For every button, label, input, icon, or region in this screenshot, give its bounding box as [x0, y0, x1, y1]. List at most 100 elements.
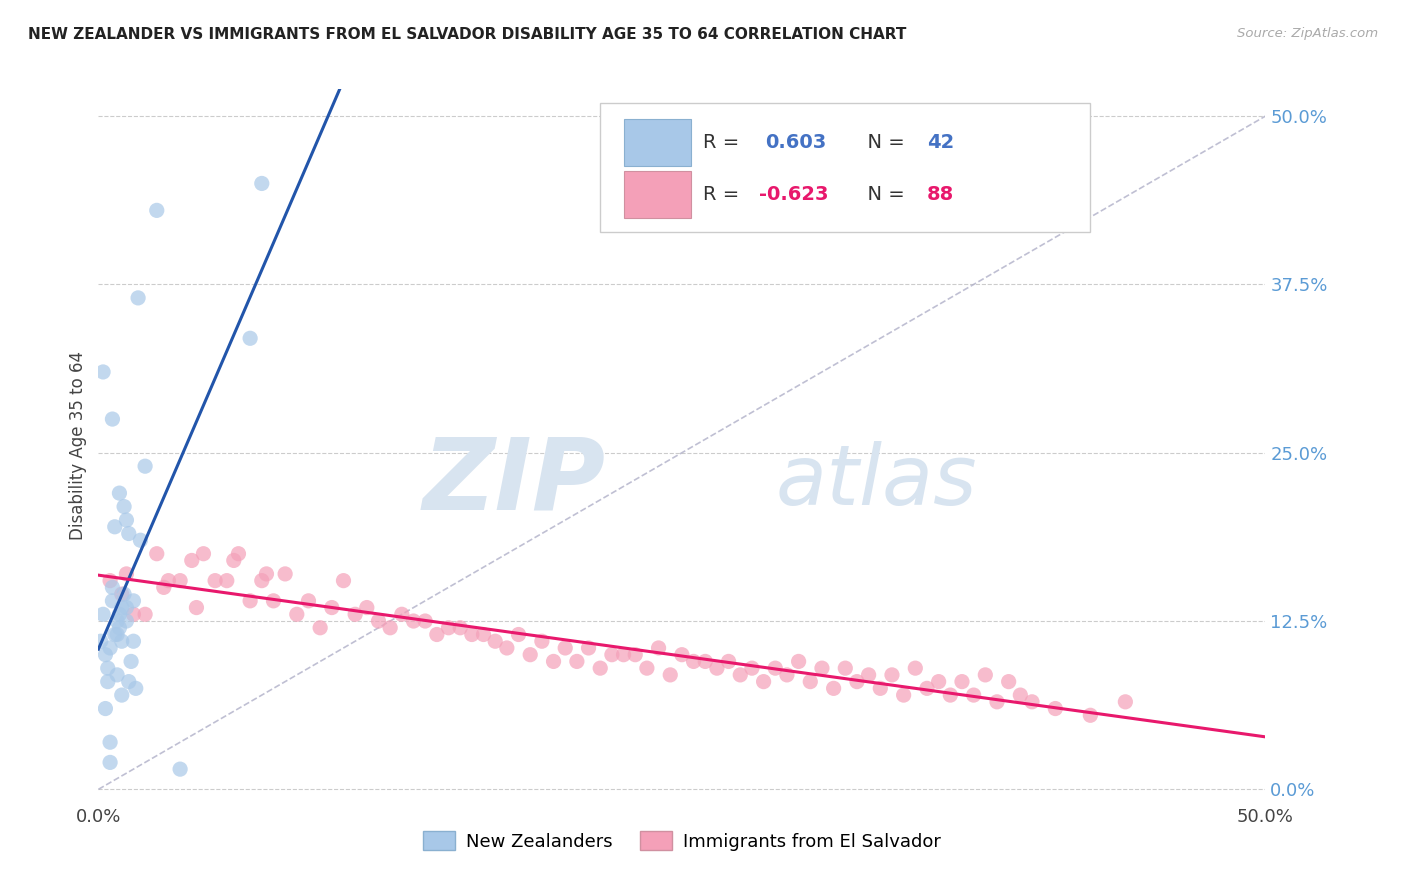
Point: [274, 566, 297, 581]
Point: [169, 762, 191, 776]
Legend: New Zealanders, Immigrants from El Salvador: New Zealanders, Immigrants from El Salva…: [416, 824, 948, 858]
Point: [426, 627, 449, 641]
Point: [449, 621, 471, 635]
Point: [228, 547, 250, 561]
Text: R =: R =: [703, 185, 745, 203]
Point: [799, 674, 821, 689]
Point: [98, 574, 121, 588]
Point: [811, 661, 834, 675]
Point: [565, 655, 588, 669]
Point: [1021, 695, 1043, 709]
Point: [118, 674, 141, 689]
Text: 42: 42: [927, 133, 955, 152]
Point: [659, 668, 682, 682]
Point: [111, 634, 134, 648]
Point: [104, 520, 127, 534]
Point: [671, 648, 693, 662]
Point: [636, 661, 658, 675]
Point: [402, 614, 425, 628]
Text: -0.623: -0.623: [759, 185, 828, 203]
FancyBboxPatch shape: [600, 103, 1091, 232]
Point: [250, 177, 273, 191]
Point: [134, 459, 156, 474]
Point: [1045, 701, 1067, 715]
Point: [297, 594, 319, 608]
Point: [146, 547, 169, 561]
Point: [752, 674, 775, 689]
Point: [600, 648, 623, 662]
Point: [612, 648, 634, 662]
Point: [134, 607, 156, 622]
Point: [180, 553, 202, 567]
Point: [285, 607, 308, 622]
Point: [380, 621, 402, 635]
Point: [413, 614, 436, 628]
Point: [962, 688, 984, 702]
Point: [104, 627, 127, 641]
Point: [91, 607, 114, 622]
Point: [706, 661, 728, 675]
Point: [97, 674, 120, 689]
Point: [695, 655, 717, 669]
Point: [129, 533, 152, 548]
Point: [974, 668, 997, 682]
Text: Source: ZipAtlas.com: Source: ZipAtlas.com: [1237, 27, 1378, 40]
Point: [152, 580, 174, 594]
Point: [682, 655, 704, 669]
Point: [112, 500, 135, 514]
Point: [94, 701, 117, 715]
Point: [554, 640, 576, 655]
Point: [215, 574, 238, 588]
Point: [94, 648, 117, 662]
Point: [880, 668, 903, 682]
Point: [309, 621, 332, 635]
Point: [105, 668, 128, 682]
Point: [239, 594, 262, 608]
Point: [115, 566, 138, 581]
Point: [950, 674, 973, 689]
Y-axis label: Disability Age 35 to 64: Disability Age 35 to 64: [69, 351, 87, 541]
Point: [332, 574, 354, 588]
Point: [928, 674, 950, 689]
Point: [115, 600, 138, 615]
Point: [108, 621, 131, 635]
Point: [127, 291, 149, 305]
Point: [730, 668, 752, 682]
Point: [939, 688, 962, 702]
FancyBboxPatch shape: [624, 171, 692, 218]
Point: [647, 640, 669, 655]
Text: 88: 88: [927, 185, 955, 203]
Point: [157, 574, 180, 588]
Point: [91, 365, 114, 379]
Point: [122, 607, 145, 622]
Text: ZIP: ZIP: [423, 434, 606, 530]
Point: [578, 640, 600, 655]
Point: [367, 614, 389, 628]
Point: [256, 566, 278, 581]
Point: [496, 640, 519, 655]
Point: [823, 681, 845, 696]
Point: [250, 574, 273, 588]
Point: [204, 574, 226, 588]
Point: [858, 668, 880, 682]
Point: [222, 553, 245, 567]
Text: NEW ZEALANDER VS IMMIGRANTS FROM EL SALVADOR DISABILITY AGE 35 TO 64 CORRELATION: NEW ZEALANDER VS IMMIGRANTS FROM EL SALV…: [28, 27, 907, 42]
Point: [986, 695, 1008, 709]
Point: [624, 648, 647, 662]
Point: [763, 661, 786, 675]
Point: [461, 627, 484, 641]
Point: [98, 640, 121, 655]
Point: [101, 412, 124, 426]
Point: [98, 735, 121, 749]
Point: [97, 661, 120, 675]
Point: [508, 627, 530, 641]
Point: [356, 600, 378, 615]
Point: [869, 681, 891, 696]
Point: [776, 668, 799, 682]
Text: N =: N =: [855, 133, 911, 152]
Point: [186, 600, 208, 615]
Point: [543, 655, 565, 669]
Point: [484, 634, 506, 648]
Text: N =: N =: [855, 185, 911, 203]
Point: [1114, 695, 1136, 709]
